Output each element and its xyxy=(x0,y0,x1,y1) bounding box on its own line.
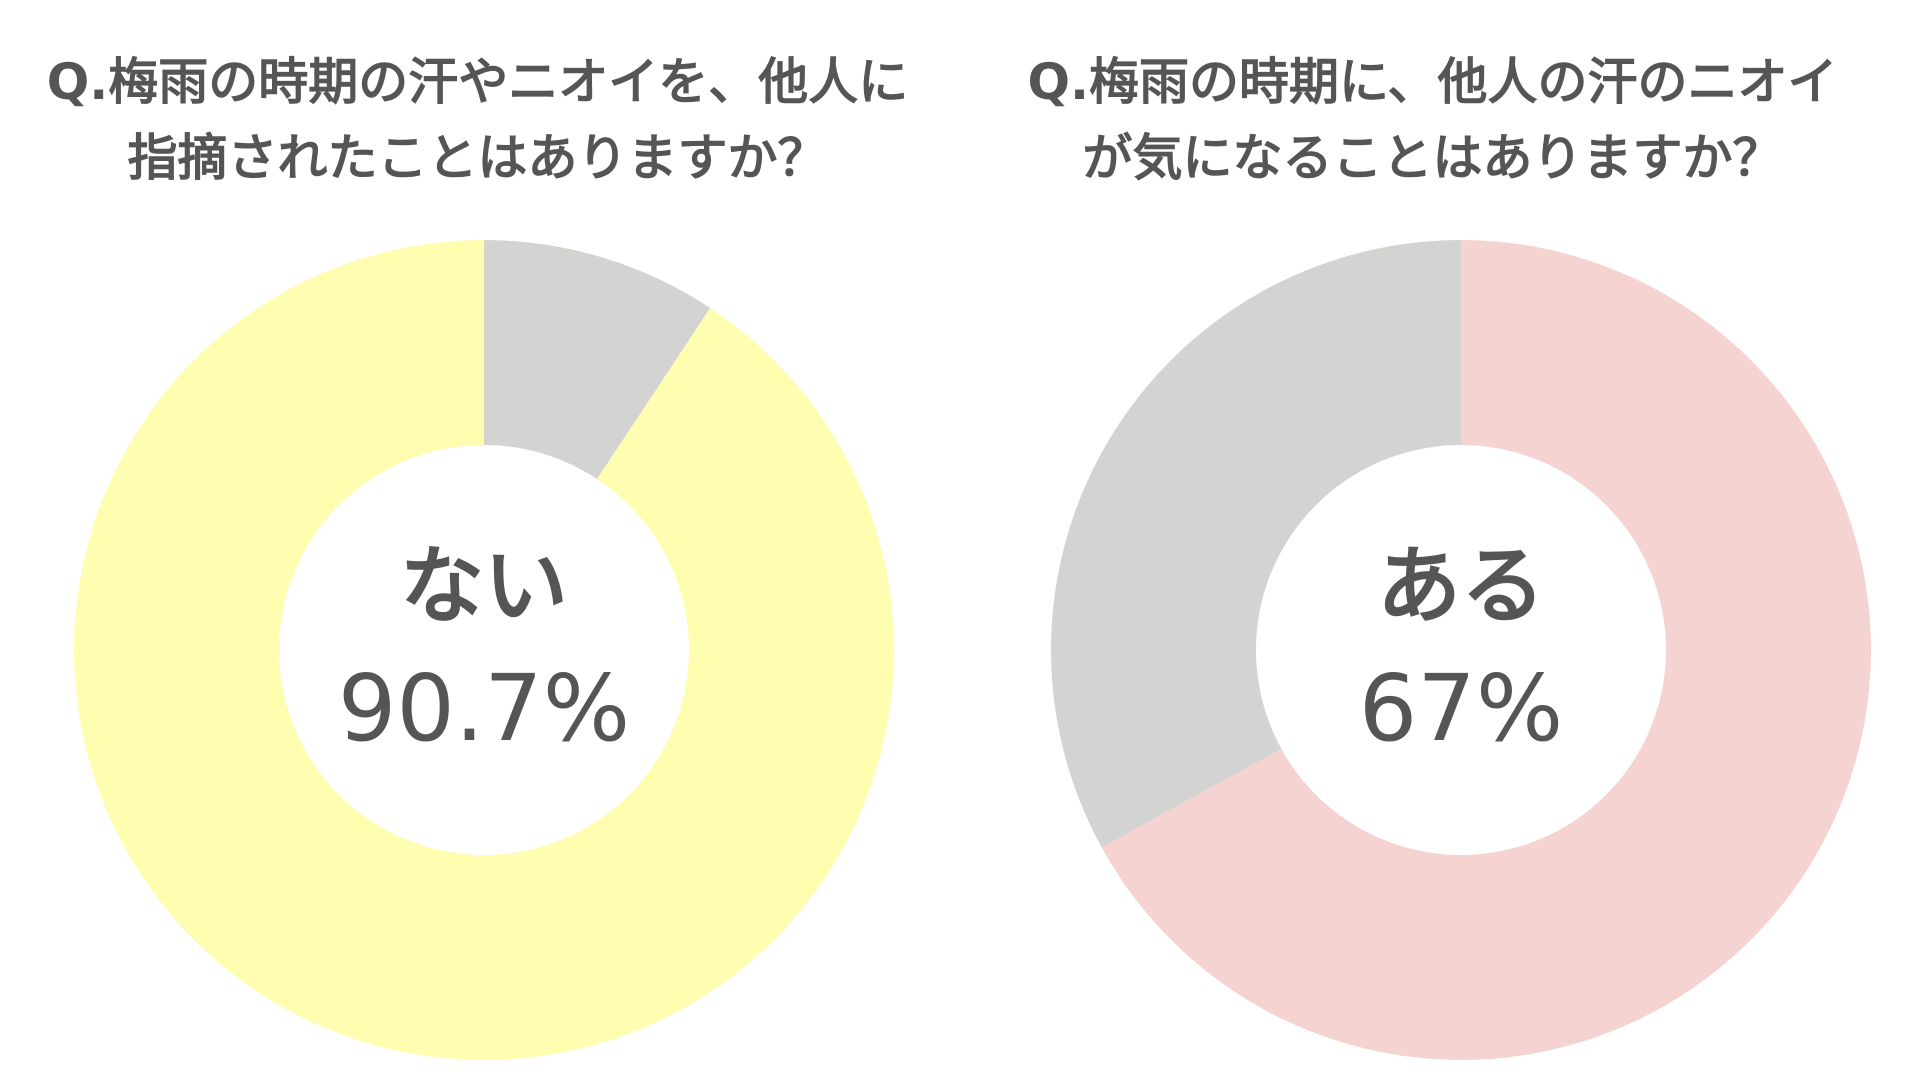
chart-title-right: Q.梅雨の時期に、他人の汗のニオイ が気になることはありますか？ xyxy=(955,44,1910,196)
chart-panel-left: Q.梅雨の時期の汗やニオイを、他人に 指摘されたことはありますか？ ない 90.… xyxy=(0,44,955,1060)
chart-title-left: Q.梅雨の時期の汗やニオイを、他人に 指摘されたことはありますか？ xyxy=(0,44,955,196)
donut-chart-left xyxy=(74,240,894,1060)
chart-title-left-line-1: Q.梅雨の時期の汗やニオイを、他人に xyxy=(46,53,909,111)
donut-slice-0-0 xyxy=(484,240,711,480)
chart-title-right-line-2: が気になることはありますか？ xyxy=(1082,129,1783,187)
donut-slice-0-1 xyxy=(74,240,894,1060)
donut-slice-1-1 xyxy=(1051,240,1461,848)
chart-title-left-line-2: 指摘されたことはありますか？ xyxy=(127,129,828,187)
chart-panel-right: Q.梅雨の時期に、他人の汗のニオイ が気になることはありますか？ ある 67% xyxy=(955,0,1910,1080)
chart-title-right-line-1: Q.梅雨の時期に、他人の汗のニオイ xyxy=(1027,53,1838,111)
donut-slice-1-0 xyxy=(1101,240,1871,1060)
donut-chart-right xyxy=(1051,240,1871,1060)
